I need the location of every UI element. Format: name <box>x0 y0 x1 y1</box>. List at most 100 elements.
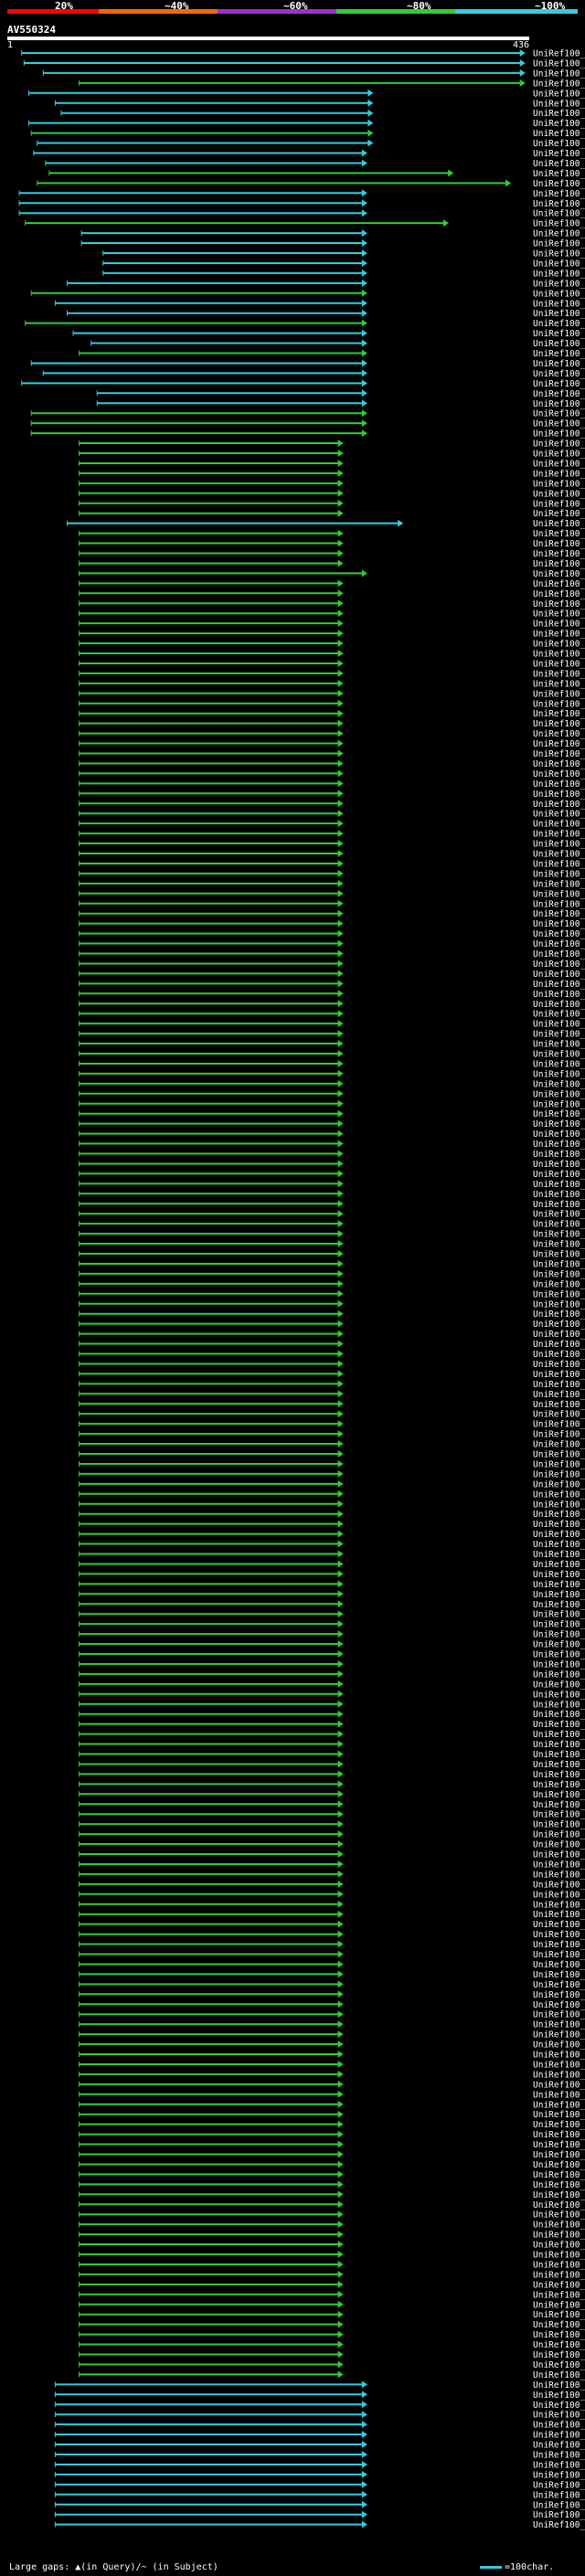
hit-label[interactable]: UniRef100_B6TUN8 <box>533 2290 585 2300</box>
hit-label[interactable]: UniRef100_C5Y1V7 <box>533 1930 585 1940</box>
hit-label[interactable]: UniRef100_C5YRN4 <box>533 1030 585 1040</box>
hit-label[interactable]: UniRef100_A9RRL7 <box>533 2130 585 2140</box>
hit-row[interactable]: UniRef100_B9RS14 <box>79 2090 585 2100</box>
hit-label[interactable]: UniRef100_B6T2R2 <box>533 2480 585 2490</box>
hit-label[interactable]: UniRef100_Q7XBS7 <box>533 1160 585 1170</box>
hit-row[interactable]: UniRef100_Q6K751 <box>79 1870 585 1880</box>
hit-row[interactable]: UniRef100_Q7XU76 <box>79 1540 585 1550</box>
hit-row[interactable]: UniRef100_B8YM26 <box>79 889 585 899</box>
hit-label[interactable]: UniRef100_B9SE91 <box>533 1950 585 1960</box>
hit-row[interactable]: UniRef100_B9FJ62 <box>79 1640 585 1650</box>
hit-row[interactable]: UniRef100_A7UHB0 <box>96 389 585 399</box>
hit-label[interactable]: UniRef100_C7J7M0 <box>533 2411 585 2421</box>
hit-label[interactable]: UniRef100_A5BMG7 <box>533 299 585 309</box>
hit-row[interactable]: UniRef100_B9FKB0 <box>79 800 585 810</box>
hit-label[interactable]: UniRef100_A9RKQ0 <box>533 2320 585 2330</box>
hit-row[interactable]: UniRef100_B6UA41 <box>79 1670 585 1680</box>
hit-label[interactable]: UniRef100_B9SQ21 <box>533 1479 585 1489</box>
hit-label[interactable]: UniRef100_C1K2D3 <box>533 1089 585 1099</box>
hit-row[interactable]: UniRef100_A7UA01 <box>79 790 585 800</box>
hit-label[interactable]: UniRef100_O80340 <box>533 49 585 59</box>
hit-row[interactable]: UniRef100_A5BUA6 <box>79 2051 585 2061</box>
hit-row[interactable]: UniRef100_B6UH15 <box>54 2470 585 2480</box>
hit-row[interactable]: UniRef100_A9PE38 <box>30 419 585 429</box>
hit-label[interactable]: UniRef100_B2ZG53 <box>533 2310 585 2320</box>
hit-row[interactable]: UniRef100_Q9FEL0 <box>54 2380 585 2390</box>
hit-label[interactable]: UniRef100_B8YM26 <box>533 889 585 899</box>
hit-label[interactable]: UniRef100_Q84LD6 <box>533 259 585 269</box>
hit-row[interactable]: UniRef100_B9N317 <box>30 409 585 419</box>
hit-row[interactable]: UniRef100_Q94ID6 <box>79 569 585 579</box>
hit-label[interactable]: UniRef100_A7UA07 <box>533 479 585 489</box>
hit-row[interactable]: UniRef100_B9H7U8 <box>79 1780 585 1790</box>
hit-row[interactable]: UniRef100_Q7G1L2 <box>79 1860 585 1870</box>
hit-label[interactable]: UniRef100_C5WMX6 <box>533 2431 585 2441</box>
hit-label[interactable]: UniRef100_B8B9S2 <box>533 1659 585 1670</box>
hit-row[interactable]: UniRef100_B6TKV3 <box>66 519 585 529</box>
hit-label[interactable]: UniRef100_A1E0Z0 <box>533 159 585 169</box>
hit-row[interactable]: UniRef100_Q4PKQ2 <box>28 119 585 129</box>
hit-row[interactable]: UniRef100_Q6ET47 <box>79 1309 585 1320</box>
hit-label[interactable]: UniRef100_Q6L4M2 <box>533 1170 585 1180</box>
hit-row[interactable]: UniRef100_Q6L4M2 <box>79 1170 585 1180</box>
hit-row[interactable]: UniRef100_A7UA11 <box>79 459 585 469</box>
hit-label[interactable]: UniRef100_B9GZA8 <box>533 1630 585 1640</box>
hit-row[interactable]: UniRef100_Q9SNB9 <box>30 289 585 299</box>
hit-label[interactable]: UniRef100_Q5S0O4 <box>533 319 585 329</box>
hit-row[interactable]: UniRef100_A9SDZ2 <box>79 1109 585 1119</box>
hit-row[interactable]: UniRef100_C0J914 <box>79 899 585 909</box>
hit-label[interactable]: UniRef100_B6SZG3 <box>533 2010 585 2020</box>
hit-row[interactable]: UniRef100_Q84DB1 <box>102 249 585 260</box>
hit-label[interactable]: UniRef100_Q9U5S4 <box>533 579 585 589</box>
hit-row[interactable]: UniRef100_Q51WL6 <box>79 1900 585 1910</box>
hit-row[interactable]: UniRef100_A7QTX1 <box>79 2330 585 2340</box>
hit-row[interactable]: UniRef100_B6SHM5 <box>79 1119 585 1129</box>
hit-row[interactable]: UniRef100_B4FYN3 <box>79 2030 585 2041</box>
hit-row[interactable]: UniRef100_Q0Q8B3 <box>96 399 585 409</box>
hit-row[interactable]: UniRef100_B4FGY9 <box>79 1200 585 1210</box>
hit-label[interactable]: UniRef100_A5BZX5 <box>533 209 585 219</box>
hit-label[interactable]: UniRef100_B9HTT1 <box>533 1340 585 1350</box>
hit-row[interactable]: UniRef100_B9SYG3 <box>79 440 585 450</box>
hit-label[interactable]: UniRef100_A7P912 <box>533 1850 585 1860</box>
hit-label[interactable]: UniRef100_Q2J1A3 <box>533 2080 585 2090</box>
hit-label[interactable]: UniRef100_Q51WL7 <box>533 269 585 279</box>
hit-row[interactable]: UniRef100_B6THD1 <box>79 2020 585 2030</box>
hit-row[interactable]: UniRef100_B9I411 <box>79 1970 585 1980</box>
hit-row[interactable]: UniRef100_B6TG29 <box>79 1180 585 1190</box>
hit-label[interactable]: UniRef100_B9T4R8 <box>533 2251 585 2261</box>
hit-label[interactable]: UniRef100_C5XAB0 <box>533 1940 585 1950</box>
hit-row[interactable]: UniRef100_B9SY58 <box>79 1250 585 1260</box>
hit-label[interactable]: UniRef100_B9FVV2 <box>533 179 585 189</box>
hit-label[interactable]: UniRef100_C6TEF7 <box>533 719 585 729</box>
hit-row[interactable]: UniRef100_Q5MFV2 <box>79 549 585 559</box>
hit-label[interactable]: UniRef100_Q94HC9 <box>533 2390 585 2401</box>
hit-label[interactable]: UniRef100_C5Z2B4 <box>533 1330 585 1340</box>
hit-row[interactable]: UniRef100_A1E0Z0 <box>45 159 585 169</box>
hit-label[interactable]: UniRef100_Q6ET47 <box>533 1309 585 1320</box>
hit-label[interactable]: UniRef100_B9R1E4 <box>533 109 585 119</box>
hit-label[interactable]: UniRef100_C5X022 <box>533 1040 585 1050</box>
hit-label[interactable]: UniRef100_Q9ZWA2 <box>533 990 585 1000</box>
hit-row[interactable]: UniRef100_Q4A630 <box>42 369 585 379</box>
hit-label[interactable]: UniRef100_A7UHB0 <box>533 389 585 399</box>
hit-label[interactable]: UniRef100_B9N317 <box>533 409 585 419</box>
hit-label[interactable]: UniRef100_B9T6H0 <box>533 929 585 939</box>
hit-label[interactable]: UniRef100_C0J915 <box>533 620 585 630</box>
hit-label[interactable]: UniRef100_UP1000... <box>533 859 585 869</box>
hit-row[interactable]: UniRef100_A9STM1 <box>79 1700 585 1710</box>
hit-row[interactable]: UniRef100_B9GRT9 <box>79 1440 585 1450</box>
hit-row[interactable]: UniRef100_B9HSM6 <box>79 1620 585 1630</box>
hit-label[interactable]: UniRef100_A9PE38 <box>533 419 585 429</box>
hit-row[interactable]: UniRef100_B8AF46 <box>79 1400 585 1410</box>
hit-label[interactable]: UniRef100_Q0Q8B3 <box>533 399 585 409</box>
hit-row[interactable]: UniRef100_B9HZE8 <box>79 840 585 850</box>
hit-label[interactable]: UniRef100_B8BND0 <box>533 1650 585 1660</box>
hit-row[interactable]: UniRef100_Q51WL7 <box>102 269 585 279</box>
hit-label[interactable]: UniRef100_B9GT85 <box>533 2451 585 2461</box>
hit-label[interactable]: UniRef100_B9HSM6 <box>533 1620 585 1630</box>
hit-row[interactable]: UniRef100_Q5S0O4 <box>25 319 585 329</box>
hit-label[interactable]: UniRef100_P93067 <box>533 1150 585 1160</box>
hit-label[interactable]: UniRef100_A5A5G1 <box>533 630 585 640</box>
hit-label[interactable]: UniRef100_B8LPH3 <box>533 2000 585 2010</box>
